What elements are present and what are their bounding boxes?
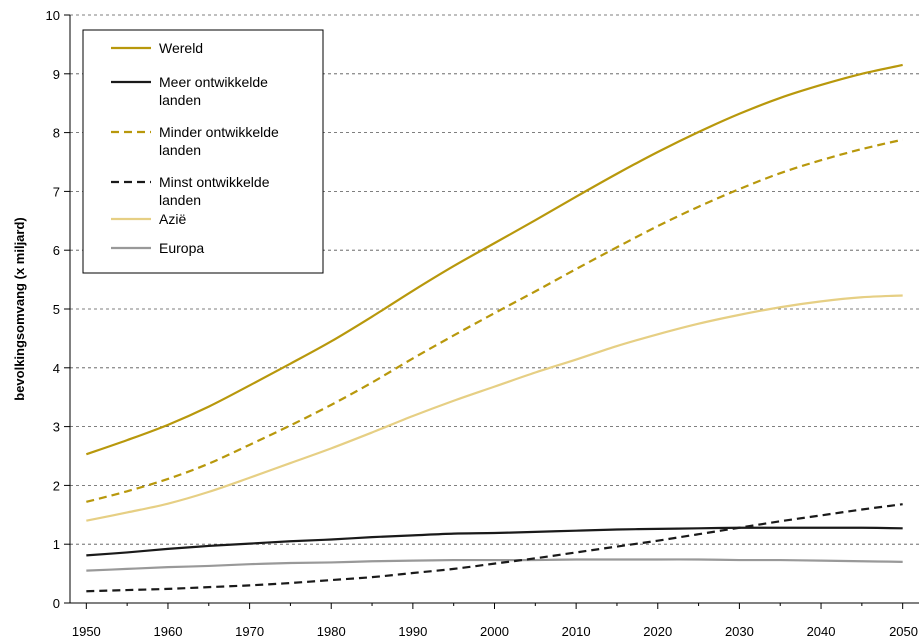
x-tick-label: 1950 xyxy=(72,624,101,639)
x-tick-label: 2020 xyxy=(643,624,672,639)
series-line-europa xyxy=(86,558,903,572)
series-line-wereld xyxy=(85,63,903,456)
x-ticks: 1950 1960 1970 1980 1990 2000 2010 2020 2030 2040… xyxy=(72,603,918,639)
x-tick-label: 2040 xyxy=(807,624,836,639)
y-tick-label: 1 xyxy=(53,537,60,552)
legend-label: landen xyxy=(159,142,201,158)
y-tick-label: 3 xyxy=(53,420,60,435)
legend-label: Meer ontwikkelde xyxy=(159,74,268,90)
legend: Wereld Meer ontwikkelde landen Minder ontwi… xyxy=(82,29,324,274)
legend-label: Azië xyxy=(159,211,186,227)
series-line-meer-ontwikkelde-landen xyxy=(86,526,903,557)
legend-label: Minst ontwikkelde xyxy=(159,174,270,190)
y-tick-label: 0 xyxy=(53,596,60,611)
legend-label: landen xyxy=(159,192,201,208)
x-tick-label: 1980 xyxy=(317,624,346,639)
x-tick-label: 2000 xyxy=(480,624,509,639)
y-axis-label: bevolkingsomvang (x miljard) xyxy=(12,217,27,401)
legend-label: landen xyxy=(159,92,201,108)
y-tick-label: 7 xyxy=(53,184,60,199)
y-tick-label: 9 xyxy=(53,67,60,82)
y-tick-label: 4 xyxy=(53,361,60,376)
legend-box xyxy=(82,29,324,274)
y-tick-label: 10 xyxy=(46,8,60,23)
legend-label: Wereld xyxy=(159,40,203,56)
y-tick-label: 2 xyxy=(53,478,60,493)
series-lines xyxy=(85,63,903,593)
x-tick-label: 1960 xyxy=(154,624,183,639)
series-line-azi xyxy=(86,294,903,522)
legend-label: Europa xyxy=(159,240,204,256)
legend-label: Minder ontwikkelde xyxy=(159,124,279,140)
x-tick-label: 2050 xyxy=(889,624,918,639)
series-line-minder-ontwikkelde-landen xyxy=(86,138,903,503)
y-tick-label: 6 xyxy=(53,243,60,258)
x-tick-label: 2010 xyxy=(562,624,591,639)
y-ticks: 0 1 2 3 4 5 6 7 8 9 10 xyxy=(46,8,70,611)
y-tick-label: 8 xyxy=(53,126,60,141)
x-tick-label: 2030 xyxy=(725,624,754,639)
series-line-minst-ontwikkelde-landen xyxy=(86,503,903,593)
x-tick-label: 1990 xyxy=(398,624,427,639)
x-tick-label: 1970 xyxy=(235,624,264,639)
y-tick-label: 5 xyxy=(53,302,60,317)
